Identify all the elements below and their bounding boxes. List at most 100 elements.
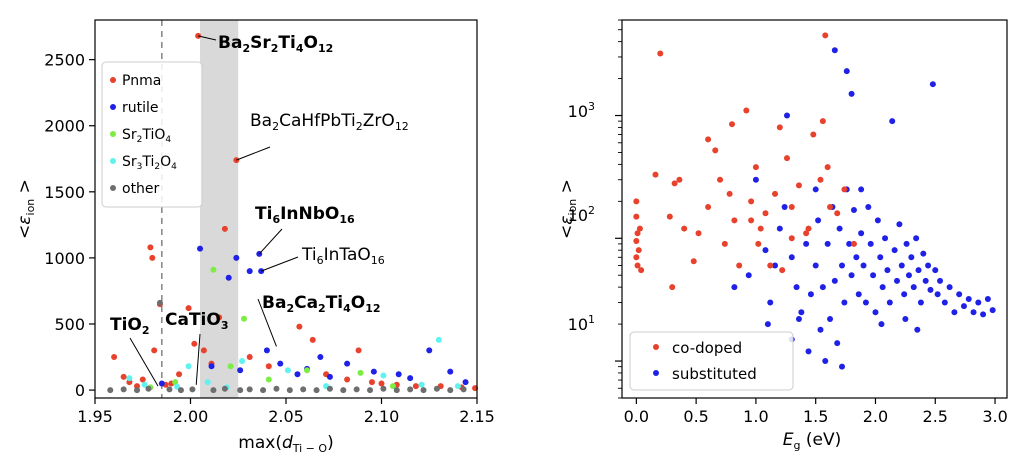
- point-substituted: [731, 284, 738, 291]
- point-substituted: [927, 286, 934, 293]
- point-co-doped: [731, 217, 738, 224]
- left-annotation-leaders: [129, 35, 299, 387]
- point-substituted: [878, 321, 885, 328]
- left-legend-box: [101, 61, 203, 208]
- point-substituted: [898, 262, 905, 269]
- point-substituted: [865, 203, 872, 210]
- point-other: [286, 387, 293, 394]
- point-other: [221, 385, 228, 392]
- point-rutile: [294, 371, 301, 378]
- right-ytick-label-1e3: 103: [568, 100, 595, 121]
- point-substituted: [867, 240, 874, 247]
- point-substituted: [745, 272, 752, 279]
- annotation-leader-line: [129, 337, 159, 387]
- point-pnma: [200, 347, 207, 354]
- legend-marker-other: [110, 185, 116, 191]
- point-pnma: [151, 347, 158, 354]
- point-pnma: [355, 347, 362, 354]
- point-substituted: [807, 291, 814, 298]
- legend-label-substituted: substituted: [672, 365, 757, 383]
- point-co-doped: [841, 186, 848, 193]
- point-other: [447, 387, 454, 394]
- point-substituted: [858, 186, 865, 193]
- point-co-doped: [827, 203, 834, 210]
- x-tick-label: 2.15: [459, 407, 495, 426]
- point-rutile: [370, 368, 377, 375]
- x-tick-label: 2.5: [923, 407, 948, 426]
- point-other: [460, 386, 467, 393]
- point-pnma: [147, 244, 154, 251]
- point-co-doped: [779, 267, 786, 274]
- point-substituted: [902, 316, 909, 323]
- legend-label-pnma: Pnma: [122, 73, 161, 89]
- point-sr3ti2o4: [126, 375, 133, 382]
- right-legend-box: [629, 331, 794, 391]
- point-co-doped: [635, 247, 642, 254]
- point-substituted: [812, 262, 819, 269]
- point-sr3ti2o4: [380, 372, 387, 379]
- right-x-axis-label: Eg (eV): [783, 430, 842, 452]
- point-co-doped: [633, 254, 640, 261]
- point-substituted: [886, 299, 893, 306]
- point-pnma: [412, 383, 419, 390]
- annotation-ba2cahfpbti2zro12: Ba2CaHfPbTi2ZrO12: [250, 111, 409, 133]
- point-co-doped: [676, 176, 683, 183]
- right-ytick-label-1e1: 101: [568, 313, 595, 334]
- legend-marker-rutile: [110, 104, 116, 110]
- legend-label-sr2tio4: Sr2TiO4: [122, 127, 171, 145]
- point-substituted: [970, 309, 977, 316]
- point-sr2tio4: [227, 363, 234, 370]
- annotation-leader-line: [236, 146, 271, 161]
- y-tick-label: 2500: [44, 51, 85, 70]
- point-co-doped: [669, 284, 676, 291]
- point-other: [353, 386, 360, 393]
- point-sr2tio4: [357, 369, 364, 376]
- legend-marker-co-doped: [653, 344, 659, 350]
- point-pnma: [149, 254, 156, 261]
- right-y-ticks: [615, 19, 622, 399]
- x-tick-label: 2.10: [364, 407, 400, 426]
- point-other: [367, 387, 374, 394]
- point-substituted: [965, 296, 972, 303]
- point-co-doped: [705, 136, 712, 143]
- point-co-doped: [681, 225, 688, 232]
- point-co-doped: [690, 258, 697, 265]
- point-co-doped: [805, 225, 812, 232]
- point-co-doped: [776, 124, 783, 131]
- point-substituted: [836, 225, 843, 232]
- point-co-doped: [784, 155, 790, 162]
- point-substituted: [929, 81, 936, 88]
- point-other: [313, 387, 320, 394]
- x-tick-label: 0.0: [624, 407, 649, 426]
- point-substituted: [858, 230, 865, 237]
- point-substituted: [934, 291, 941, 298]
- point-co-doped: [636, 225, 643, 232]
- point-substituted: [841, 299, 848, 306]
- point-sr3ti2o4: [204, 379, 211, 386]
- point-substituted: [975, 299, 982, 306]
- x-tick-label: 0.5: [683, 407, 708, 426]
- point-sr3ti2o4: [284, 367, 291, 374]
- legend-label-sr3ti2o4: Sr3Ti2O4: [122, 154, 177, 172]
- point-other: [326, 385, 333, 392]
- point-co-doped: [767, 262, 774, 269]
- point-other: [393, 387, 400, 394]
- point-substituted: [839, 262, 845, 269]
- annotation-ba2ca2ti4o12: Ba2Ca2Ti4O12: [262, 293, 381, 315]
- point-other: [120, 386, 127, 393]
- point-pnma: [344, 376, 351, 383]
- point-co-doped: [726, 190, 733, 197]
- point-co-doped: [748, 198, 755, 205]
- point-other: [407, 386, 414, 393]
- left-shaded-band: [200, 20, 239, 398]
- point-co-doped: [788, 203, 795, 210]
- point-co-doped: [755, 240, 762, 247]
- point-rutile: [447, 368, 454, 375]
- legend-label-other: other: [122, 181, 160, 197]
- point-substituted: [776, 225, 783, 232]
- point-pnma: [191, 340, 198, 347]
- point-substituted: [848, 272, 855, 279]
- point-sr3ti2o4: [185, 363, 192, 370]
- legend-marker-sr3ti2o4: [110, 158, 116, 164]
- point-substituted: [815, 217, 822, 224]
